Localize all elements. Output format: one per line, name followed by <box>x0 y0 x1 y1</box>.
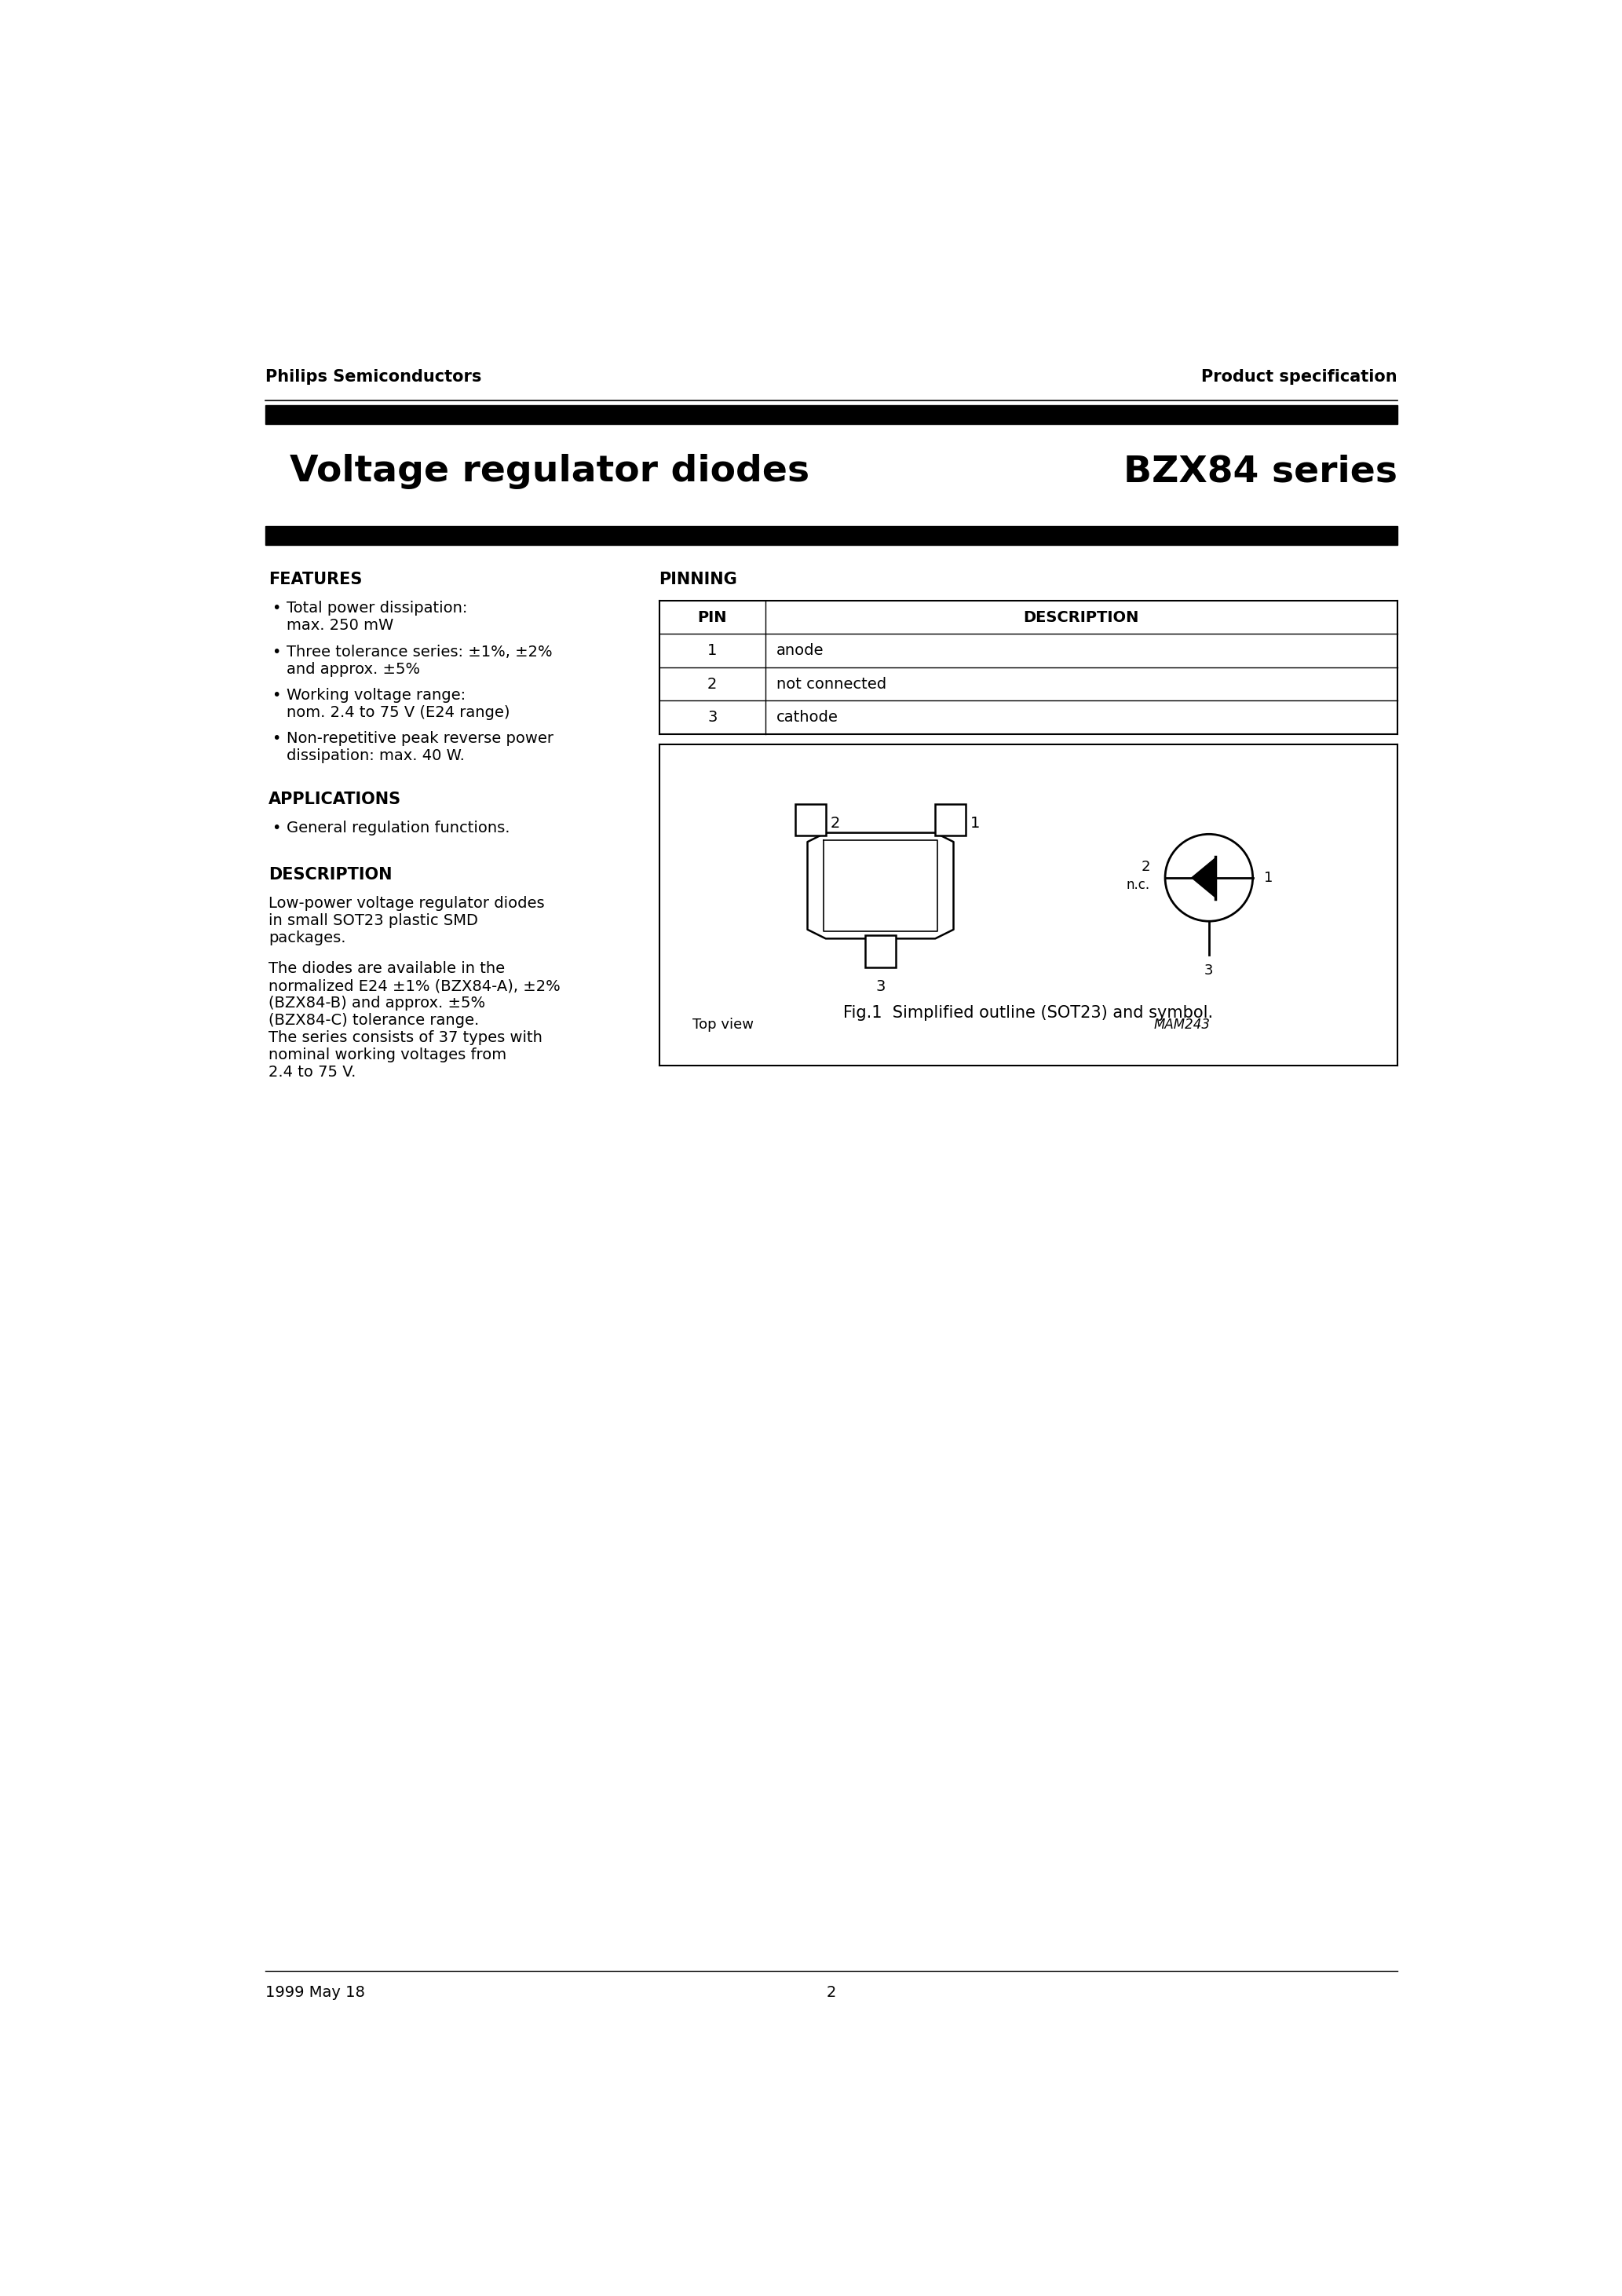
Text: 1: 1 <box>970 815 980 831</box>
Text: 3: 3 <box>707 709 717 726</box>
Text: 1: 1 <box>707 643 717 659</box>
Text: cathode: cathode <box>777 709 839 726</box>
Text: 2: 2 <box>830 815 840 831</box>
Bar <box>266 526 1397 544</box>
Text: Low-power voltage regulator diodes
in small SOT23 plastic SMD
packages.: Low-power voltage regulator diodes in sm… <box>269 895 545 946</box>
Text: •: • <box>271 645 281 659</box>
Text: •: • <box>271 732 281 746</box>
Polygon shape <box>1192 859 1215 898</box>
Text: PIN: PIN <box>697 611 727 625</box>
Text: not connected: not connected <box>777 677 887 691</box>
Text: FEATURES: FEATURES <box>269 572 362 588</box>
Text: PINNING: PINNING <box>659 572 738 588</box>
Text: 1999 May 18: 1999 May 18 <box>266 1984 365 2000</box>
Text: anode: anode <box>777 643 824 659</box>
Text: Non-repetitive peak reverse power
dissipation: max. 40 W.: Non-repetitive peak reverse power dissip… <box>287 732 553 765</box>
Text: Working voltage range:
nom. 2.4 to 75 V (E24 range): Working voltage range: nom. 2.4 to 75 V … <box>287 689 509 721</box>
Text: 2: 2 <box>1140 859 1150 875</box>
Text: 3: 3 <box>1205 964 1213 978</box>
Bar <box>936 804 965 836</box>
Text: n.c.: n.c. <box>1126 877 1150 893</box>
Text: •: • <box>271 602 281 615</box>
Polygon shape <box>808 833 954 939</box>
Text: 2: 2 <box>827 1984 835 2000</box>
Text: General regulation functions.: General regulation functions. <box>287 822 509 836</box>
Bar <box>865 934 895 967</box>
Text: Three tolerance series: ±1%, ±2%
and approx. ±5%: Three tolerance series: ±1%, ±2% and app… <box>287 645 553 677</box>
Text: BZX84 series: BZX84 series <box>1122 455 1397 489</box>
Text: 1: 1 <box>1264 870 1273 884</box>
Bar <box>266 406 1397 425</box>
Text: Total power dissipation:
max. 250 mW: Total power dissipation: max. 250 mW <box>287 602 467 634</box>
Text: 3: 3 <box>876 978 886 994</box>
Text: Product specification: Product specification <box>1202 370 1397 386</box>
Text: MAM243: MAM243 <box>1153 1017 1210 1033</box>
Text: Voltage regulator diodes: Voltage regulator diodes <box>290 455 809 489</box>
Bar <box>795 804 826 836</box>
Text: The diodes are available in the
normalized E24 ±1% (BZX84-A), ±2%
(BZX84-B) and : The diodes are available in the normaliz… <box>269 962 560 1079</box>
Text: •: • <box>271 689 281 703</box>
Text: DESCRIPTION: DESCRIPTION <box>1023 611 1139 625</box>
Text: APPLICATIONS: APPLICATIONS <box>269 792 401 808</box>
Text: Top view: Top view <box>693 1017 754 1033</box>
Text: Philips Semiconductors: Philips Semiconductors <box>266 370 482 386</box>
Text: 2: 2 <box>707 677 717 691</box>
Text: •: • <box>271 822 281 836</box>
Text: Fig.1  Simplified outline (SOT23) and symbol.: Fig.1 Simplified outline (SOT23) and sym… <box>843 1006 1213 1019</box>
Text: DESCRIPTION: DESCRIPTION <box>269 868 393 882</box>
